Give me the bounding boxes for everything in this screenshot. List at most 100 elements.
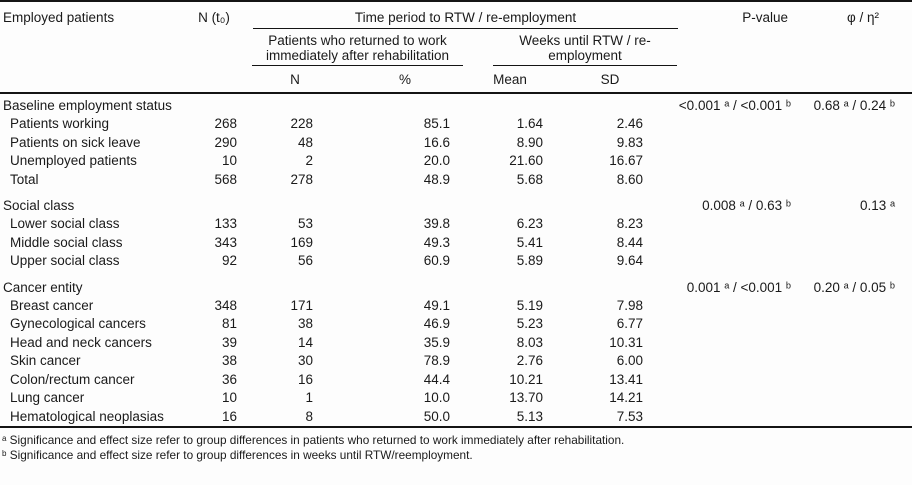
cell-mean: 5.23 [516,316,543,332]
table-row: Upper social class 92 56 60.9 5.89 9.64 [0,252,912,270]
cell-n: 278 [290,171,313,187]
cell-n: 16 [297,371,313,387]
cell-n: 228 [290,116,313,132]
table-body: Baseline employment status <0.001 ᵃ / <0… [0,93,912,427]
cell-sd: 8.60 [616,171,644,187]
row-label: Head and neck cancers [10,334,152,350]
cell-sd: 10.31 [609,334,644,350]
row-label: Upper social class [10,253,120,269]
row-label: Patients on sick leave [10,134,141,150]
group-header-immediate-rtw: Patients who returned to work immediatel… [240,29,463,66]
cell-n-t0: 36 [221,371,237,387]
cell-percent: 50.0 [423,408,450,424]
column-header-p-value: P-value [742,10,789,25]
row-label: Hematological neoplasias [10,408,164,424]
cell-mean: 8.03 [516,334,543,350]
cell-percent: 85.1 [423,116,450,132]
cell-sd: 6.00 [616,353,644,369]
footnotes: ᵃ Significance and effect size refer to … [2,433,912,463]
cell-n-t0: 92 [221,253,237,269]
cell-mean: 6.23 [516,216,543,232]
cell-n: 14 [297,334,313,350]
cell-sd: 9.64 [616,253,644,269]
cell-n-t0: 16 [221,408,237,424]
table-row: Unemployed patients 10 2 20.0 21.60 16.6… [0,152,912,170]
cell-n-t0: 268 [214,116,237,132]
cell-n: 48 [297,134,313,150]
column-header-sd: SD [600,72,620,87]
cell-mean: 5.89 [516,253,543,269]
spanner-label: Time period to RTW / re-employment [253,2,679,29]
cell-n: 169 [290,234,313,250]
table-row: Breast cancer 348 171 49.1 5.19 7.98 [0,297,912,315]
footnote-b: ᵇ Significance and effect size refer to … [2,447,473,462]
cell-n: 2 [305,153,313,169]
cell-percent: 46.9 [423,316,450,332]
cell-sd: 13.41 [609,371,644,387]
cell-phi-eta: 0.20 ᵃ / 0.05 ᵇ [813,279,896,295]
cell-percent: 39.8 [423,216,450,232]
cell-percent: 78.9 [423,353,450,369]
cell-n: 30 [297,353,313,369]
row-label: Gynecological cancers [10,316,146,332]
cell-percent: 49.3 [423,234,450,250]
cell-percent: 16.6 [423,134,450,150]
cell-sd: 9.83 [616,134,644,150]
column-header-n: N [290,72,300,87]
row-label: Patients working [10,116,110,132]
table-row: Head and neck cancers 39 14 35.9 8.03 10… [0,334,912,352]
cell-n-t0: 290 [214,134,237,150]
cell-sd: 8.44 [616,234,644,250]
table-row: Colon/rectum cancer 36 16 44.4 10.21 13.… [0,371,912,389]
column-header-phi-eta: φ / η² [847,10,880,25]
row-label: Unemployed patients [10,153,137,169]
cell-n-t0: 39 [221,334,237,350]
cell-n-t0: 348 [214,298,237,314]
cell-n: 38 [297,316,313,332]
spanner-time-period: Time period to RTW / re-employment [240,1,679,29]
section-row-cancer-entity: Cancer entity 0.001 ᵃ / <0.001 ᵇ 0.20 ᵃ … [0,271,912,297]
cell-sd: 16.67 [609,153,644,169]
cell-percent: 10.0 [423,390,450,406]
group-header-weeks-until-rtw: Weeks until RTW / re-employment [460,29,678,66]
section-row-social-class: Social class 0.008 ᵃ / 0.63 ᵇ 0.13 ᵃ [0,189,912,215]
cell-n: 56 [297,253,313,269]
table-row: Total 568 278 48.9 5.68 8.60 [0,171,912,189]
cell-p-value: 0.001 ᵃ / <0.001 ᵇ [686,279,792,295]
cell-n: 8 [305,408,313,424]
table-header: Employed patients N (t₀) Time period to … [0,1,912,93]
group-header-weeks-until-rtw-label: Weeks until RTW / re-employment [519,33,651,63]
row-label: Breast cancer [10,298,94,314]
column-header-n-t0: N (t₀) [198,10,230,25]
table-row: Skin cancer 38 30 78.9 2.76 6.00 [0,352,912,370]
column-header-percent: % [398,72,411,87]
row-label: Colon/rectum cancer [10,371,135,387]
cell-mean: 5.41 [516,234,543,250]
column-header-employed-patients: Employed patients [3,10,115,25]
cell-percent: 48.9 [423,171,450,187]
cell-n: 171 [290,298,313,314]
cell-n-t0: 81 [221,316,237,332]
cell-sd: 2.46 [616,116,644,132]
cell-mean: 10.21 [509,371,543,387]
cell-sd: 8.23 [616,216,644,232]
cell-p-value: 0.008 ᵃ / 0.63 ᵇ [702,198,792,214]
row-label: Skin cancer [10,353,81,369]
cell-mean: 5.13 [516,408,543,424]
cell-mean: 21.60 [509,153,543,169]
column-header-mean: Mean [493,72,527,87]
row-label: Middle social class [10,234,123,250]
cell-n-t0: 568 [214,171,237,187]
row-label: Lower social class [10,216,120,232]
cell-sd: 6.77 [616,316,644,332]
cell-n-t0: 343 [214,234,237,250]
cell-n-t0: 38 [221,353,237,369]
table-row: Middle social class 343 169 49.3 5.41 8.… [0,234,912,252]
table-row: Patients on sick leave 290 48 16.6 8.90 … [0,134,912,152]
cell-mean: 5.68 [516,171,543,187]
cell-n: 1 [305,390,313,406]
footnote-a: ᵃ Significance and effect size refer to … [2,432,625,447]
cell-percent: 60.9 [423,253,450,269]
table-row: Lower social class 133 53 39.8 6.23 8.23 [0,215,912,233]
cell-percent: 49.1 [423,298,450,314]
